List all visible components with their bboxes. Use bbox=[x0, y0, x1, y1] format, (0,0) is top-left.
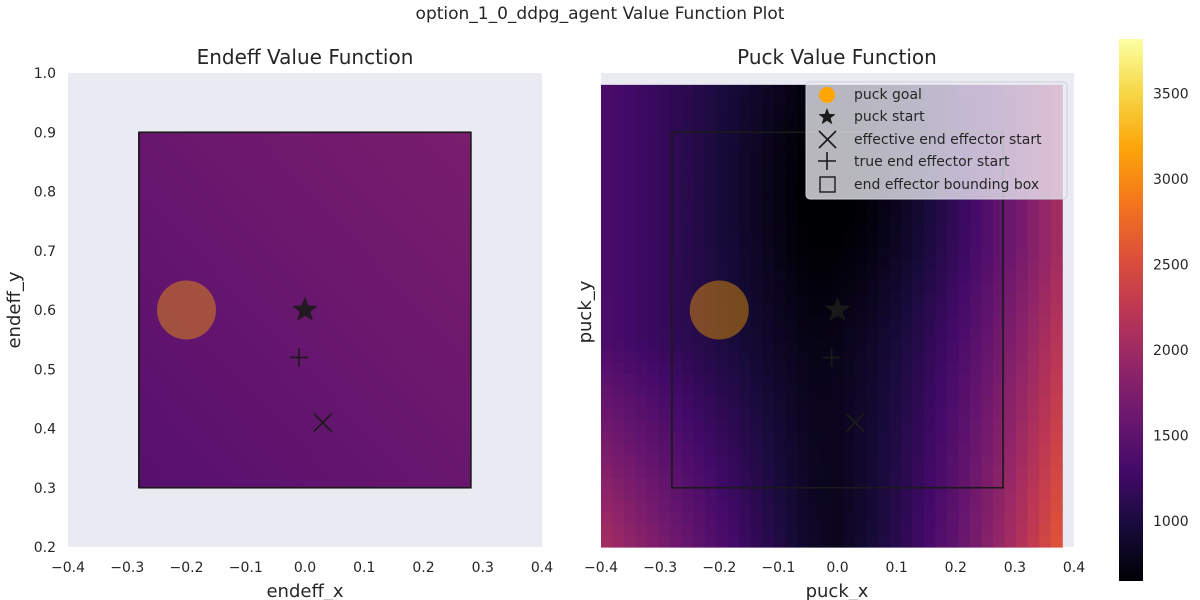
colorbar-tick-label: 2000 bbox=[1153, 343, 1189, 359]
true-end-effector-marker bbox=[822, 348, 841, 367]
endeff-xtick-label: 0.4 bbox=[531, 560, 553, 576]
endeff-title: Endeff Value Function bbox=[197, 45, 414, 69]
endeff-ytick-label: 0.2 bbox=[34, 540, 56, 556]
colorbar-tick-label: 2500 bbox=[1153, 258, 1189, 274]
colorbar-tick-label: 3000 bbox=[1153, 172, 1189, 188]
puck-panel: Puck Value Function puck_x puck_y −0.4 −0… bbox=[575, 45, 1085, 600]
legend-item-true-end-effector-start: true end effector start bbox=[818, 152, 1010, 170]
effective-end-effector-marker bbox=[313, 412, 333, 433]
puck-xlabel: puck_x bbox=[806, 581, 869, 600]
legend-item-puck-start: puck start bbox=[818, 108, 925, 125]
legend-label: true end effector start bbox=[854, 154, 1010, 170]
puck-goal-marker bbox=[157, 280, 216, 340]
puck-ylabel: puck_y bbox=[575, 280, 596, 343]
endeff-xtick-label: 0.2 bbox=[412, 560, 434, 576]
colorbar-tick-label: 1500 bbox=[1153, 429, 1189, 445]
puck-xtick-label: −0.2 bbox=[702, 560, 736, 576]
legend: puck goal puck start effective end effec… bbox=[805, 81, 1068, 200]
legend-item-effective-end-effector-start: effective end effector start bbox=[818, 130, 1042, 149]
filled-circle-icon bbox=[819, 87, 835, 103]
true-end-effector-marker bbox=[290, 348, 309, 367]
star-icon bbox=[818, 108, 836, 125]
endeff-ytick-label: 0.6 bbox=[34, 303, 56, 319]
endeff-xtick-label: −0.3 bbox=[110, 560, 144, 576]
puck-title: Puck Value Function bbox=[737, 45, 937, 69]
endeff-ylabel: endeff_y bbox=[4, 271, 25, 348]
puck-xtick-label: 0.0 bbox=[826, 560, 848, 576]
endeff-ytick-label: 0.8 bbox=[34, 185, 56, 201]
endeff-xtick-label: −0.4 bbox=[51, 560, 85, 576]
endeff-ytick-label: 1.0 bbox=[34, 66, 56, 82]
figure-title: option_1_0_ddpg_agent Value Function Plo… bbox=[416, 4, 785, 24]
legend-item-puck-goal: puck goal bbox=[819, 87, 922, 103]
endeff-ytick-label: 0.7 bbox=[34, 244, 56, 260]
endeff-panel: Endeff Value Function endeff_x endeff_y … bbox=[4, 45, 553, 600]
colorbar-tick-label: 1000 bbox=[1153, 514, 1189, 530]
legend-item-end-effector-bounding-box: end effector bounding box bbox=[819, 176, 1039, 193]
endeff-ytick-label: 0.9 bbox=[34, 125, 56, 141]
puck-xtick-label: 0.4 bbox=[1063, 560, 1085, 576]
colorbar-tick-label: 3500 bbox=[1153, 87, 1189, 103]
puck-xtick-label: 0.3 bbox=[1004, 560, 1026, 576]
puck-xtick-label: −0.3 bbox=[643, 560, 677, 576]
endeff-xtick-label: 0.0 bbox=[294, 560, 316, 576]
square-icon bbox=[819, 176, 836, 193]
puck-goal-marker bbox=[689, 280, 749, 340]
legend-label: effective end effector start bbox=[854, 132, 1042, 148]
legend-label: puck start bbox=[854, 109, 925, 125]
endeff-ytick-label: 0.3 bbox=[34, 481, 56, 497]
puck-xtick-label: −0.4 bbox=[584, 560, 618, 576]
puck-xtick-label: 0.2 bbox=[945, 560, 967, 576]
endeff-xtick-label: 0.3 bbox=[472, 560, 494, 576]
legend-label: puck goal bbox=[854, 87, 922, 103]
colorbar: 1000 1500 2000 2500 3000 3500 bbox=[1119, 39, 1189, 581]
endeff-xlabel: endeff_x bbox=[266, 581, 343, 600]
puck-xtick-label: −0.1 bbox=[761, 560, 795, 576]
puck-start-marker bbox=[824, 296, 851, 321]
bounding-box bbox=[138, 131, 472, 489]
plus-icon bbox=[818, 152, 836, 170]
puck-xtick-label: 0.1 bbox=[885, 560, 907, 576]
endeff-xtick-label: 0.1 bbox=[353, 560, 375, 576]
x-icon bbox=[818, 130, 837, 149]
endeff-xtick-label: −0.2 bbox=[170, 560, 204, 576]
endeff-xtick-label: −0.1 bbox=[229, 560, 263, 576]
endeff-ytick-label: 0.4 bbox=[34, 422, 56, 438]
legend-label: end effector bounding box bbox=[854, 177, 1039, 193]
colorbar-gradient bbox=[1119, 39, 1143, 581]
effective-end-effector-marker bbox=[845, 412, 865, 433]
legend-frame bbox=[805, 81, 1068, 200]
endeff-ytick-label: 0.5 bbox=[34, 362, 56, 378]
puck-start-marker bbox=[292, 296, 318, 321]
